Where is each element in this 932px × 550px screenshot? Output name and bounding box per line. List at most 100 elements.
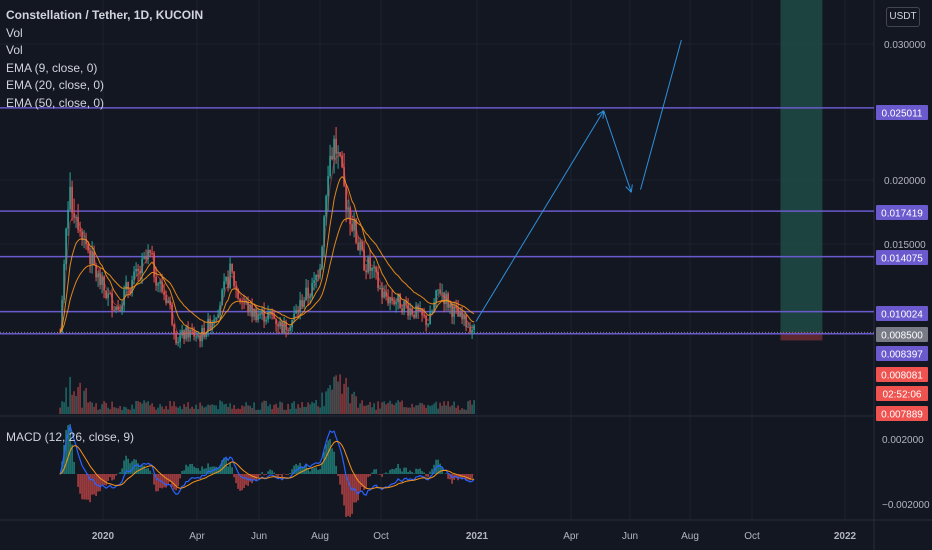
macd-histogram-bar: [317, 469, 319, 474]
macd-histogram-bar: [277, 474, 279, 477]
volume-bar: [261, 402, 263, 414]
horizontal-levels[interactable]: [0, 107, 874, 335]
volume-bar: [183, 404, 185, 414]
candle-body: [275, 318, 277, 325]
volume-bar: [125, 407, 127, 414]
macd-histogram-bar: [347, 474, 349, 516]
macd-histogram-bar: [335, 465, 337, 474]
candle-body: [255, 309, 257, 321]
volume-bar: [99, 409, 101, 414]
projection-leg-1-head: [596, 110, 604, 116]
volume-bar: [399, 402, 401, 414]
volume-bar: [471, 404, 473, 414]
macd-histogram-bar: [223, 457, 225, 474]
indicator-ema-50[interactable]: EMA (50, close, 0): [6, 95, 105, 110]
macd-histogram-bar: [393, 469, 395, 474]
candle-body: [195, 336, 197, 338]
macd-histogram-bar: [467, 474, 469, 480]
volume-bar: [299, 407, 301, 414]
volume-bar: [109, 409, 111, 414]
volume-bar: [437, 408, 439, 414]
indicator-ema-9[interactable]: EMA (9, close, 0): [6, 60, 98, 75]
candle-body: [179, 335, 181, 342]
candle-body: [471, 329, 473, 333]
macd-histogram-bar: [237, 474, 239, 489]
projection-path[interactable]: [475, 39, 682, 322]
candle-body: [169, 300, 171, 305]
volume-bar: [175, 406, 177, 414]
volume-bar: [111, 401, 113, 414]
macd-histogram-bar: [179, 474, 181, 479]
macd-histogram-bar: [201, 466, 203, 474]
macd-histogram-bar: [105, 474, 107, 486]
volume-bar: [449, 406, 451, 414]
volume-bar: [345, 377, 347, 414]
candle-body: [187, 327, 189, 338]
volume-bar: [103, 401, 105, 414]
macd-histogram-bar: [85, 474, 87, 500]
candle-body: [145, 256, 147, 260]
candle-body: [399, 294, 401, 309]
volume-bar: [397, 400, 399, 414]
macd-histogram-bar: [421, 471, 423, 474]
candle-body: [465, 314, 467, 328]
macd-histogram-bar: [69, 424, 71, 474]
volume-bar: [143, 400, 145, 414]
macd-histogram-bar: [299, 462, 301, 474]
candle-body: [359, 241, 361, 251]
candle-body: [237, 288, 239, 299]
volume-bar: [315, 400, 317, 414]
currency-unit-button[interactable]: USDT: [886, 7, 920, 27]
macd-histogram-bar: [183, 470, 185, 474]
volume-bar: [149, 405, 151, 414]
macd-histogram-bar: [267, 471, 269, 474]
volume-bar: [169, 400, 171, 414]
candle-body: [189, 329, 191, 338]
volume-bar: [473, 400, 475, 414]
symbol-title[interactable]: Constellation / Tether, 1D, KUCOIN: [6, 8, 204, 22]
time-axis[interactable]: 2020 Apr Jun Aug Oct 2021 Apr Jun Aug Oct 2022: [92, 531, 857, 542]
candle-body: [469, 326, 471, 333]
candle-body: [191, 329, 193, 331]
candle-body: [285, 321, 287, 330]
macd-histogram-bar: [429, 471, 431, 474]
candle-body: [113, 310, 115, 312]
macd-histogram-bar: [115, 474, 117, 476]
volume-bar: [209, 405, 211, 414]
macd-histogram-bar: [77, 474, 79, 487]
macd-histogram-bar: [259, 474, 261, 476]
volume-bar: [337, 381, 339, 414]
macd-histogram-bar: [275, 474, 277, 476]
macd-histogram-bar: [91, 474, 93, 495]
indicator-vol-1[interactable]: Vol: [6, 25, 23, 40]
macd-histogram-bar: [225, 458, 227, 474]
candle-body: [283, 321, 285, 334]
macd-histogram-bar: [339, 474, 341, 485]
price-tag-bg-2: [876, 250, 928, 265]
candle-body: [265, 319, 267, 322]
candle-body: [409, 308, 411, 316]
candle-body: [423, 314, 425, 316]
candle-body: [59, 332, 61, 334]
macd-histogram-bar: [405, 467, 407, 474]
volume-bar: [117, 408, 119, 414]
volume-bar: [187, 402, 189, 414]
volume-bar: [359, 403, 361, 414]
ema-9-line: [59, 154, 475, 339]
macd-legend[interactable]: MACD (12, 26, close, 9): [6, 430, 135, 444]
macd-histogram-bar: [327, 440, 329, 474]
candle-body: [383, 291, 385, 298]
macd-histogram-bar: [63, 444, 65, 474]
macd-histogram-bar: [197, 468, 199, 474]
volume-bar: [63, 402, 65, 414]
indicator-vol-2[interactable]: Vol: [6, 43, 23, 57]
volume-bar: [361, 400, 363, 414]
projection-leg-3: [640, 39, 682, 190]
macd-histogram-bar: [129, 463, 131, 474]
volume-bar: [65, 387, 67, 414]
macd-histogram-bar: [319, 469, 321, 474]
indicator-ema-20[interactable]: EMA (20, close, 0): [6, 78, 105, 92]
candle-body: [473, 325, 475, 330]
macd-histogram-bar: [103, 474, 105, 485]
